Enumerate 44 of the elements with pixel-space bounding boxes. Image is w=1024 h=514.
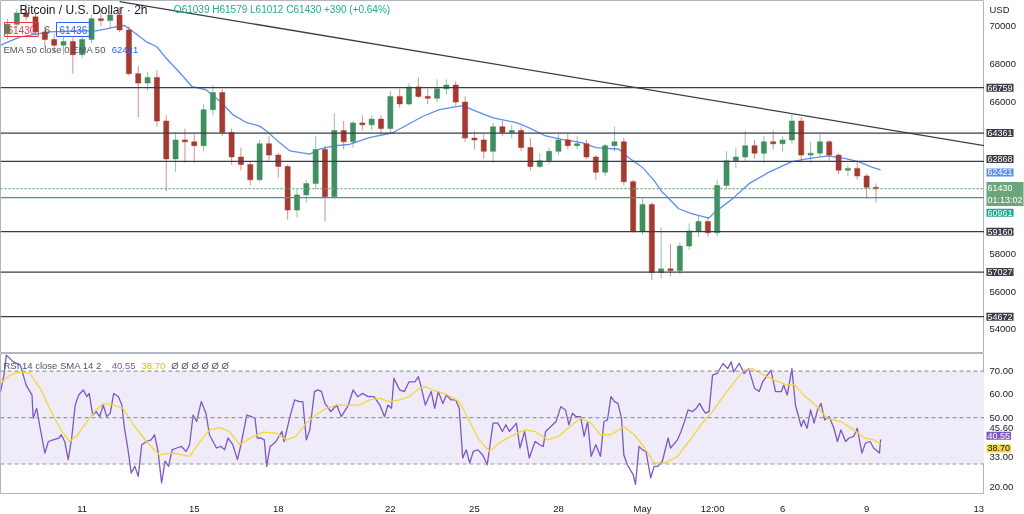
text: 62421 xyxy=(987,167,1013,178)
annotation: 6 xyxy=(44,24,51,36)
x-tick-label: 15 xyxy=(188,502,200,514)
chart-title: Bitcoin / U.S. Dollar · 2h xyxy=(19,2,148,17)
ref-line-label: 57027 xyxy=(987,267,1013,278)
ref-line-label: 62868 xyxy=(987,153,1013,164)
x-tick-label: 18 xyxy=(273,502,284,514)
x-tick-label: 9 xyxy=(863,502,870,514)
x-tick-label: May xyxy=(633,502,652,514)
y-tick-label: 54000 xyxy=(989,323,1016,335)
x-tick-label: 28 xyxy=(553,502,564,514)
chart-subtitle: O61039 H61579 L61012 C61430 +390 (+0.64%) xyxy=(173,4,391,15)
ref-line-label: 59160 xyxy=(987,226,1013,237)
x-tick-label: 25 xyxy=(469,502,480,514)
x-tick-label: 13 xyxy=(973,502,984,514)
annotation: 38.70 xyxy=(141,359,166,371)
y-tick-label: 33.00 xyxy=(989,451,1014,463)
y-tick-label: 68000 xyxy=(989,58,1016,70)
y-tick-label: 70.00 xyxy=(989,365,1014,377)
y-tick-label: 20.00 xyxy=(989,481,1014,493)
x-tick-label: 6 xyxy=(779,502,786,514)
candlestick xyxy=(574,135,580,150)
ref-line-label: 61430 xyxy=(987,182,1013,193)
y-axis-title: USD xyxy=(989,4,1010,15)
text: 38.70 xyxy=(987,443,1011,454)
ref-line-label: 64361 xyxy=(987,128,1013,139)
y-tick-label: 56000 xyxy=(989,285,1016,297)
x-tick-label: 22 xyxy=(385,502,396,514)
annotation: 40.55 xyxy=(111,359,136,371)
y-tick-label: 58000 xyxy=(989,247,1016,259)
y-tick-label: 70000 xyxy=(989,20,1016,32)
x-tick-label: 12:00 xyxy=(700,502,725,514)
ref-line-label: 54672 xyxy=(987,311,1013,322)
x-tick-label: 11 xyxy=(77,502,88,514)
text: 40.55 xyxy=(987,430,1011,441)
text: 01:13:02 xyxy=(987,194,1023,205)
candlestick xyxy=(845,164,851,177)
ref-line-label: 60961 xyxy=(987,207,1013,218)
ref-line-label: 66759 xyxy=(987,82,1013,93)
y-tick-label: 66000 xyxy=(989,96,1016,108)
y-tick-label: 45.60 xyxy=(989,421,1014,433)
y-tick-label: 60.00 xyxy=(989,388,1014,400)
y-tick-label: 50.00 xyxy=(989,411,1014,423)
annotation: Ø Ø Ø Ø Ø Ø xyxy=(171,360,230,371)
